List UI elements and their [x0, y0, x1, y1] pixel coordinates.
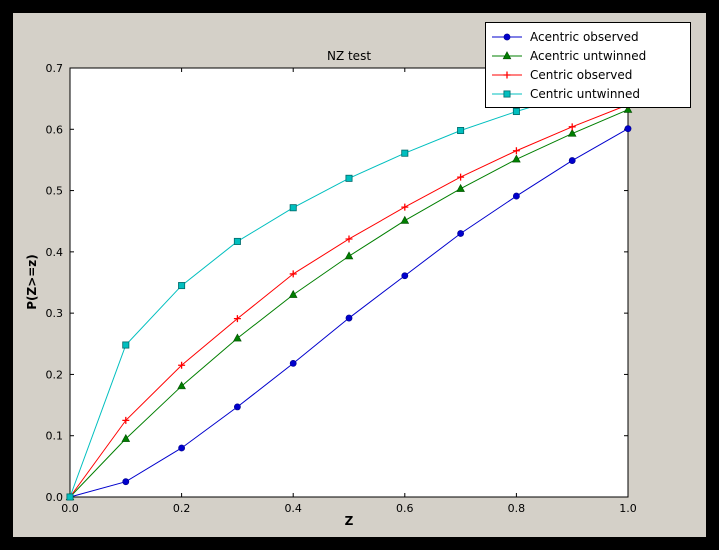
- series-marker: [233, 333, 242, 342]
- legend-label: Acentric untwinned: [530, 48, 647, 63]
- series-marker: [456, 183, 465, 192]
- series-marker: [178, 282, 186, 290]
- x-tick-label: 0.0: [61, 502, 79, 515]
- series-marker: [503, 71, 511, 78]
- legend-item: Acentric observed: [490, 27, 684, 46]
- legend-label: Centric untwinned: [530, 86, 641, 101]
- y-tick-label: 0.2: [46, 368, 64, 381]
- series-marker: [289, 270, 297, 278]
- legend-label: Acentric observed: [530, 29, 639, 44]
- y-tick-label: 0.6: [46, 123, 64, 136]
- x-tick-label: 0.2: [173, 502, 191, 515]
- y-axis-label: P(Z>=z): [25, 254, 39, 310]
- series-marker: [624, 125, 632, 133]
- series-marker: [512, 147, 520, 155]
- figure-canvas: 0.0 0.2 0.4 0.6 0.8 1.0 0.0 0.1 0.2 0.3 0.4 0.5 0.6 0…: [13, 13, 706, 537]
- legend-sample: [492, 50, 522, 59]
- y-tick-label: 0.0: [46, 491, 64, 504]
- chart-title: NZ test: [326, 49, 372, 63]
- plot-area: 0.0 0.2 0.4 0.6 0.8 1.0 0.0 0.1 0.2 0.3 0.4 0.5 0.6 0…: [46, 62, 637, 515]
- series-marker: [289, 204, 297, 212]
- series-marker: [457, 173, 465, 181]
- legend-item: Centric observed: [490, 65, 684, 84]
- x-tick-label: 0.8: [508, 502, 526, 515]
- y-tick-label: 0.7: [46, 62, 64, 75]
- series-marker: [401, 272, 409, 280]
- axes-frame: [69, 67, 629, 498]
- series-marker: [502, 50, 512, 59]
- series-marker: [121, 433, 131, 442]
- series-marker: [568, 157, 576, 164]
- y-tick-label: 0.1: [46, 430, 64, 443]
- x-tick-label: 0.6: [396, 502, 414, 515]
- legend-label: Centric observed: [530, 67, 633, 82]
- series-marker: [122, 478, 130, 486]
- series-marker: [503, 33, 511, 40]
- series-marker: [401, 149, 409, 157]
- y-tick-label: 0.5: [46, 185, 64, 198]
- series-marker: [345, 235, 353, 243]
- x-tick-label: 1.0: [619, 502, 637, 515]
- series-marker: [178, 361, 186, 369]
- series-marker: [623, 104, 633, 113]
- series-marker: [567, 128, 577, 137]
- series-marker: [512, 108, 520, 116]
- series-marker: [401, 203, 409, 211]
- series-marker: [345, 314, 353, 322]
- series-marker: [345, 174, 353, 182]
- series-marker: [289, 359, 297, 367]
- legend-sample: [492, 90, 522, 97]
- series-marker: [457, 230, 464, 237]
- series-marker: [457, 127, 465, 135]
- series-marker: [288, 289, 298, 298]
- series-marker: [66, 493, 74, 501]
- legend-item: Centric untwinned: [490, 84, 684, 103]
- series-marker: [400, 215, 410, 224]
- x-axis-label: Z: [344, 514, 354, 528]
- series-marker: [568, 123, 576, 131]
- series-marker: [122, 341, 130, 349]
- x-tick-label: 0.4: [284, 502, 302, 515]
- y-tick-label: 0.3: [46, 307, 64, 320]
- series-marker: [233, 403, 241, 411]
- legend-sample: [492, 71, 522, 78]
- y-tick-label: 0.4: [46, 246, 64, 259]
- series-marker: [233, 315, 241, 323]
- series-marker: [178, 444, 185, 452]
- series-marker: [233, 237, 241, 245]
- series-marker: [503, 90, 511, 97]
- legend: Acentric observed Acentric untwinned Centr…: [485, 22, 691, 108]
- series-marker: [344, 251, 354, 260]
- legend-item: Acentric untwinned: [490, 46, 684, 65]
- series-marker: [122, 416, 130, 424]
- series-marker: [512, 192, 520, 200]
- legend-sample: [492, 33, 522, 40]
- series-marker: [177, 381, 186, 390]
- series-marker: [512, 154, 521, 163]
